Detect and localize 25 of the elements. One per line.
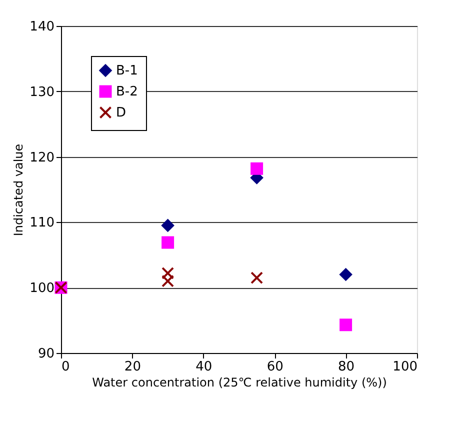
x-tick-label: 80 (338, 360, 355, 374)
x-tick-label: 40 (196, 360, 212, 374)
x-axis-title: Water concentration (25℃ relative humidity (%)) (92, 376, 387, 390)
y-axis-title: Indicated value (12, 144, 26, 236)
y-tick-label: 110 (30, 216, 54, 231)
point (250, 272, 264, 284)
y-tick-label: 140 (30, 20, 54, 34)
point (340, 268, 352, 281)
point (162, 219, 174, 232)
y-tick-label: 100 (30, 281, 54, 296)
legend-label: B-1 (116, 64, 138, 78)
point (340, 318, 352, 332)
y-tick-label: 120 (30, 150, 54, 166)
point (162, 236, 174, 249)
x-tick-label: 100 (392, 360, 418, 374)
point (162, 274, 174, 288)
x-tick-label: 20 (124, 360, 141, 374)
x-tick-label: 0 (62, 360, 70, 374)
y-tick-label: 90 (38, 346, 54, 362)
x-tick-label: 60 (266, 360, 284, 374)
point (250, 162, 264, 175)
point (162, 266, 174, 280)
y-tick-label: 130 (30, 84, 54, 100)
legend-label: D (116, 106, 126, 120)
legend-label: B-2 (116, 84, 138, 100)
